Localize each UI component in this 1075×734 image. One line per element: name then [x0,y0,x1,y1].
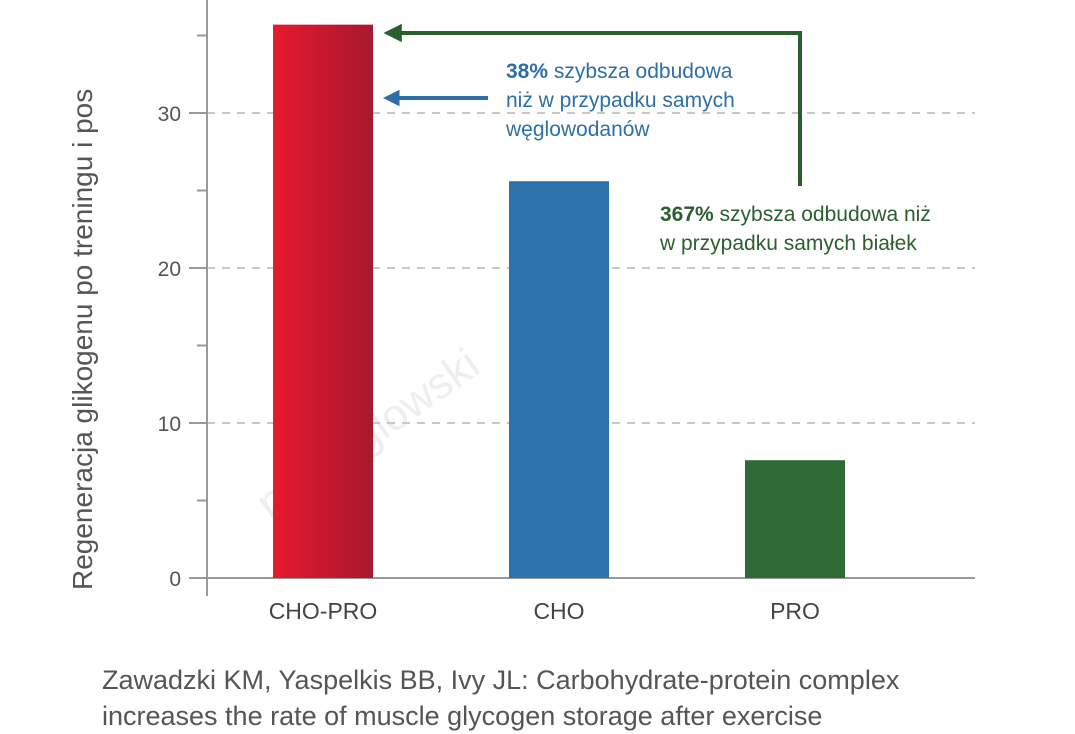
y-tick-label: 0 [169,568,181,591]
category-label: CHO [533,598,584,624]
green-arrow [383,23,802,186]
bar-cho [509,181,609,578]
y-tick-label: 10 [158,413,181,436]
y-tick-label: 30 [158,103,181,126]
y-tick-label: 20 [158,258,181,281]
annotation-blue: 38% szybsza odbudowa niż w przypadku sam… [505,60,741,141]
y-axis-label: Regeneracja glikogenu po treningu i pos [67,89,98,590]
bars [273,24,845,578]
y-ticks: 0 10 20 30 [158,34,207,591]
bar-cho-pro [273,24,373,578]
annotation-green: 367% szybsza odbudowa niż w przypadku sa… [659,203,937,255]
category-label: CHO-PRO [269,598,378,624]
bar-pro [745,460,845,578]
category-label: PRO [770,598,820,624]
x-categories: CHO-PRO CHO PRO [269,598,820,624]
citation: Zawadzki KM, Yaspelkis BB, Ivy JL: Carbo… [102,665,900,731]
